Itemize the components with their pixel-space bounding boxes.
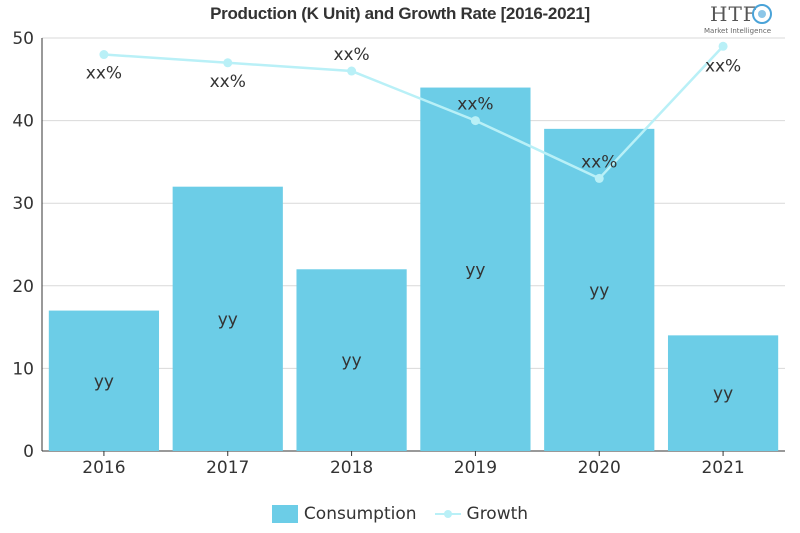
y-tick-label-20: 20 xyxy=(12,277,34,297)
legend-item-growth[interactable]: Growth xyxy=(434,504,529,524)
growth-point-2021 xyxy=(718,41,728,51)
growth-data-label-2018: xx% xyxy=(333,45,369,65)
growth-point-2016 xyxy=(99,50,109,60)
growth-data-label-2020: xx% xyxy=(581,152,617,172)
y-tick-label-40: 40 xyxy=(12,112,34,132)
legend-swatch-growth xyxy=(434,505,461,523)
y-tick-label-10: 10 xyxy=(12,359,34,379)
bar-data-label-2016: yy xyxy=(94,372,114,392)
growth-point-2017 xyxy=(223,58,233,68)
chart-plot: 0 10 20 30 40 50 yy 2016 yy 2017 yy 2018 yy 2019 yy 202… xyxy=(12,29,785,478)
growth-point-2019 xyxy=(470,116,480,126)
growth-line xyxy=(103,45,724,180)
growth-point-2018 xyxy=(347,66,357,76)
logo-subtitle: Market Intelligence xyxy=(704,27,772,35)
bar-data-label-2017: yy xyxy=(218,310,238,330)
bar-2019 xyxy=(420,87,531,451)
y-tick-label-0: 0 xyxy=(23,442,34,462)
y-tick-label-30: 30 xyxy=(12,194,34,214)
x-tick-label-2021: 2021 xyxy=(701,458,744,478)
bar-2018 xyxy=(296,269,407,451)
growth-data-label-2021: xx% xyxy=(705,56,741,76)
legend-label-consumption: Consumption xyxy=(303,504,417,524)
logo-globe-icon xyxy=(752,4,772,24)
growth-data-label-2016: xx% xyxy=(86,64,122,84)
legend-label-growth: Growth xyxy=(466,504,529,524)
chart-title: Production (K Unit) and Growth Rate [201… xyxy=(210,4,590,23)
bar-data-label-2021: yy xyxy=(713,384,733,404)
legend-item-consumption[interactable]: Consumption xyxy=(271,504,417,524)
htf-logo: HTF Market Intelligence xyxy=(700,0,780,42)
x-tick-label-2018: 2018 xyxy=(330,458,373,478)
growth-data-label-2017: xx% xyxy=(210,72,246,92)
bar-data-label-2020: yy xyxy=(589,281,609,301)
logo-text: HTF xyxy=(710,2,758,26)
x-tick-label-2016: 2016 xyxy=(82,458,125,478)
x-tick-label-2019: 2019 xyxy=(454,458,497,478)
bar-2016 xyxy=(48,310,160,451)
bar-data-label-2018: yy xyxy=(342,351,362,371)
bar-2017 xyxy=(172,186,283,451)
legend-swatch-consumption xyxy=(271,505,298,523)
bar-2021 xyxy=(667,335,779,451)
chart-legend: Consumption Growth xyxy=(0,504,800,524)
y-tick-label-50: 50 xyxy=(12,29,34,49)
x-tick-label-2017: 2017 xyxy=(206,458,249,478)
bar-data-label-2019: yy xyxy=(465,260,485,280)
growth-data-label-2019: xx% xyxy=(457,95,493,115)
growth-point-2020 xyxy=(594,173,604,183)
x-tick-label-2020: 2020 xyxy=(578,458,621,478)
